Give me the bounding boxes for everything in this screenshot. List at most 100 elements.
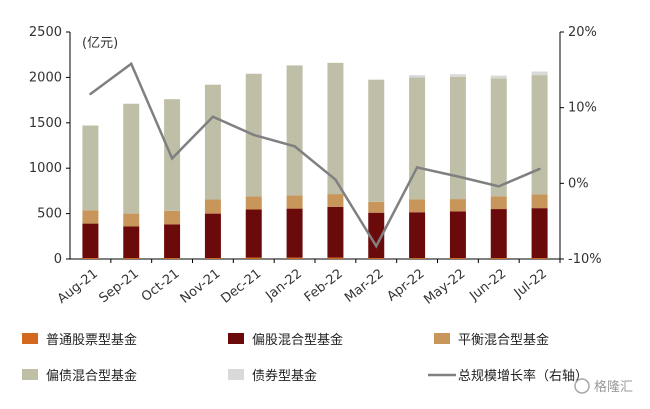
bar-segment [409,258,425,259]
bar-segment [82,224,98,259]
left-tick-label: 1500 [29,116,62,131]
growth-line-layer [89,63,541,248]
bar-segment [532,71,548,75]
bar-segment [532,75,548,194]
x-tick-label: Aug-21 [55,266,101,307]
legend-label: 总规模增长率（右轴） [458,368,588,384]
growth-rate-point [130,63,132,65]
bar-segment [287,66,303,196]
legend-swatch [228,333,244,344]
right-tick-label: 0% [568,176,589,191]
axes-layer [66,32,564,263]
bar-segment [491,76,507,79]
legend-swatch [228,369,244,380]
legend-label: 债券型基金 [252,368,317,384]
x-tick-label: Sep-21 [96,266,141,306]
bar-segment [246,196,262,209]
bar-segment [205,200,221,214]
bar-segment [491,258,507,259]
bar-segment [327,194,343,207]
bars-layer [82,63,547,259]
growth-rate-point [253,134,255,136]
bar-segment [450,258,466,259]
x-tick-label: Dec-21 [218,266,264,306]
legend-label: 平衡混合型基金 [458,332,549,348]
x-tick-label: Feb-22 [302,266,346,305]
left-tick-label: 500 [37,207,62,222]
bar-segment [450,211,466,258]
bar-segment [205,85,221,200]
bar-segment [82,210,98,223]
legend-item: 偏债混合型基金 [22,368,137,384]
legend-label: 偏股混合型基金 [252,332,343,348]
legend-swatch [22,369,38,380]
bar-segment [409,212,425,258]
left-tick-label: 2000 [29,70,62,85]
growth-rate-point [416,166,418,168]
growth-rate-point [212,116,214,118]
growth-rate-point [375,245,377,247]
legend-swatch [434,333,450,344]
left-tick-label: 1000 [29,161,62,176]
growth-rate-point [538,168,540,170]
bar-segment [532,258,548,259]
left-axis-unit-label: (亿元) [82,36,118,51]
bar-segment [368,202,384,213]
bar-segment [164,211,180,225]
bar-segment [532,195,548,209]
bar-segment [409,77,425,199]
bar-segment [123,214,139,227]
x-tick-label: Jul-22 [511,266,550,301]
watermark-text: 格隆汇 [594,379,633,395]
growth-rate-point [334,178,336,180]
bar-segment [491,196,507,209]
bar-segment [205,258,221,259]
x-tick-label: Oct-21 [139,266,183,305]
bar-segment [450,77,466,199]
bar-segment [327,207,343,258]
legend-label: 普通股票型基金 [46,332,137,348]
x-tick-label: Jan-22 [262,266,305,304]
bar-segment [123,258,139,259]
bar-segment [123,226,139,258]
bar-segment [327,258,343,259]
bar-segment [409,200,425,213]
left-tick-label: 0 [54,252,62,267]
x-tick-label: Mar-22 [342,266,387,305]
legend-swatch [22,333,38,344]
bar-segment [532,208,548,258]
bar-segment [287,258,303,259]
bar-segment [491,209,507,258]
bar-segment [82,258,98,259]
tick-labels-layer: 05001000150020002500-10%0%10%20%Aug-21Se… [29,25,602,308]
bar-segment [205,214,221,258]
legend-item: 总规模增长率（右轴） [428,368,588,384]
growth-rate-point [171,157,173,159]
bar-segment [164,258,180,259]
bar-segment [82,126,98,211]
legend-label: 偏债混合型基金 [46,368,137,384]
legend-item: 债券型基金 [228,368,317,384]
x-tick-label: Jun-22 [466,266,509,304]
right-tick-label: -10% [568,252,602,267]
bar-segment [368,80,384,202]
bar-segment [164,224,180,258]
x-tick-label: Nov-21 [178,266,224,306]
bar-segment [450,74,466,77]
bar-segment [246,258,262,259]
growth-rate-point [498,185,500,187]
bar-segment [123,104,139,214]
legend-item: 偏股混合型基金 [228,332,343,348]
bar-segment [450,199,466,211]
bar-segment [409,75,425,77]
bar-segment [287,209,303,258]
bar-segment [491,78,507,196]
bar-segment [368,258,384,259]
legend-item: 平衡混合型基金 [434,332,549,348]
growth-rate-point [293,145,295,147]
legend-item: 普通股票型基金 [22,332,137,348]
x-tick-label: May-22 [421,266,468,307]
